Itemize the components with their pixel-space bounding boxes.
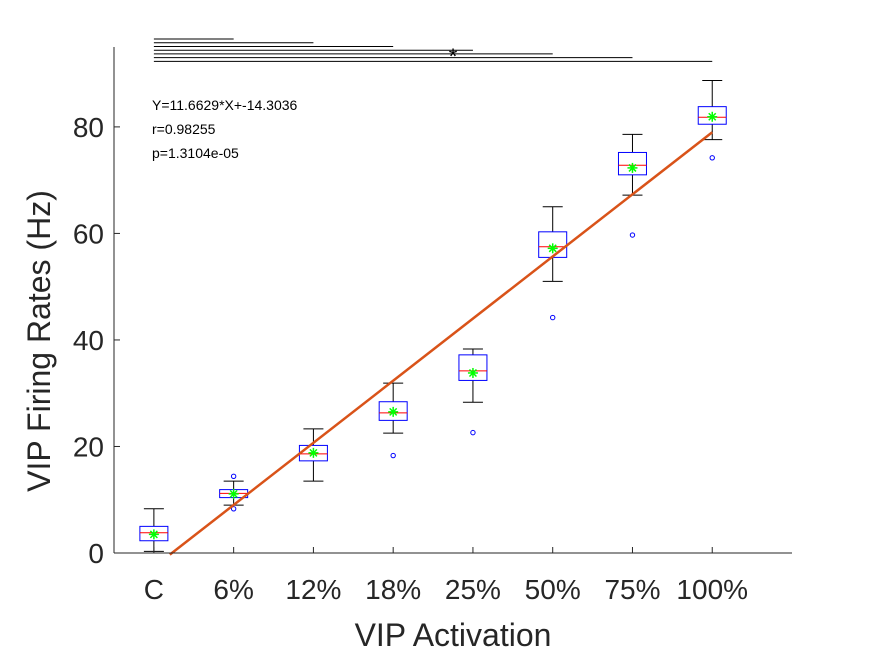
x-axis-title: VIP Activation: [355, 617, 552, 653]
box: [458, 354, 488, 381]
mean-marker: [627, 162, 638, 173]
box-group: [139, 508, 169, 552]
y-tick-label: 80: [73, 112, 104, 143]
mean-marker: [228, 488, 239, 499]
significance-star: *: [449, 44, 458, 69]
x-tick-label: 12%: [285, 574, 341, 605]
x-ticks: C 6% 12% 18% 25% 50% 75% 100%: [144, 547, 748, 605]
x-tick-label: 100%: [676, 574, 748, 605]
box-group: [298, 428, 328, 482]
mean-marker-stroke: [468, 368, 477, 378]
box-group: [378, 382, 408, 459]
fit-line: [169, 131, 714, 556]
outlier-point: [709, 155, 715, 161]
box: [617, 151, 647, 176]
mean-marker: [308, 447, 319, 458]
y-axis-title: VIP Firing Rates (Hz): [21, 190, 57, 492]
box: [697, 106, 727, 125]
x-tick-label: 50%: [525, 574, 581, 605]
mean-marker: [707, 111, 718, 122]
outlier-point: [550, 314, 556, 321]
mean-marker: [467, 367, 478, 378]
mean-marker: [388, 406, 399, 417]
box: [378, 401, 408, 421]
x-tick-label: 25%: [445, 574, 501, 605]
boxes-layer: [139, 80, 727, 552]
axes-layer: [113, 47, 792, 554]
mean-marker-stroke: [548, 244, 557, 253]
x-tick-label: 75%: [604, 574, 660, 605]
x-tick-label: C: [144, 574, 164, 605]
mean-marker-stroke: [149, 530, 158, 539]
outlier-point: [470, 429, 476, 436]
box-group: [538, 206, 568, 321]
x-tick-label: 18%: [365, 574, 421, 605]
outlier-point: [230, 473, 237, 480]
outlier-point: [390, 452, 396, 459]
mean-marker: [547, 243, 558, 254]
r-value-annotation: r=0.98255: [152, 121, 216, 137]
x-tick-label: 6%: [213, 574, 253, 605]
mean-marker-stroke: [389, 407, 398, 416]
fit-equation-annotation: Y=11.6629*X+-14.3036: [152, 97, 298, 113]
box: [139, 525, 169, 542]
mean-marker-stroke: [309, 448, 318, 457]
y-tick-label: 40: [73, 325, 104, 356]
y-ticks: 0 20 40 60 80: [73, 112, 120, 569]
outlier-point: [629, 232, 636, 238]
box-group: [697, 80, 727, 161]
significance-layer: [153, 38, 713, 62]
outlier-point: [230, 506, 237, 512]
p-value-annotation: p=1.3104e-05: [152, 145, 239, 161]
mean-marker-stroke: [708, 112, 717, 121]
fit-layer: [169, 131, 714, 556]
mean-marker-stroke: [628, 163, 637, 172]
mean-marker: [148, 529, 159, 540]
y-tick-label: 20: [73, 431, 104, 462]
y-tick-label: 60: [73, 218, 104, 249]
y-tick-label: 0: [88, 538, 104, 569]
mean-marker-stroke: [229, 489, 238, 498]
box-group: [458, 348, 488, 436]
